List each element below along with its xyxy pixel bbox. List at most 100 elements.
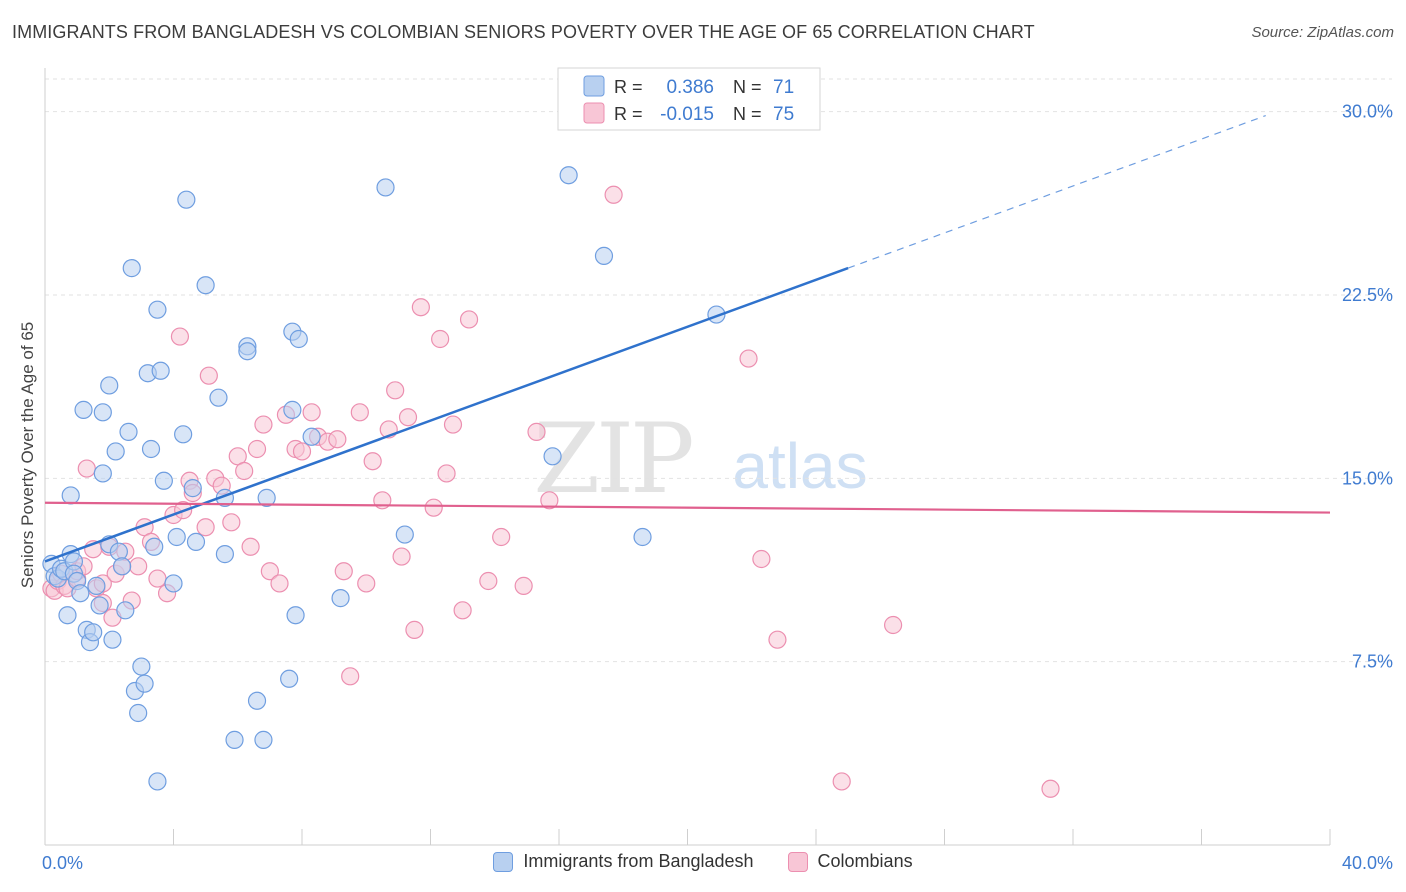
point-bangladesh: [247, 691, 267, 710]
point-colombians: [398, 408, 418, 427]
watermark-atlas: atlas: [732, 430, 867, 502]
source-label: Source: ZipAtlas.com: [1251, 24, 1394, 41]
point-bangladesh: [280, 669, 299, 688]
point-colombians: [222, 513, 241, 532]
point-bangladesh: [135, 674, 154, 693]
legend-label-bangladesh: Immigrants from Bangladesh: [523, 851, 754, 871]
point-colombians: [431, 329, 450, 349]
point-bangladesh: [286, 606, 305, 625]
point-bangladesh: [119, 422, 138, 441]
point-bangladesh: [559, 166, 578, 185]
axes: [44, 68, 1331, 846]
point-colombians: [443, 415, 463, 434]
x-tick-label-max: 40.0%: [1342, 853, 1393, 873]
point-colombians: [357, 574, 376, 593]
legend-swatch-colombians: [787, 851, 808, 872]
y-tick-label: 30.0%: [1342, 102, 1393, 122]
point-bangladesh: [254, 730, 273, 749]
x-tick-label-min: 0.0%: [42, 853, 83, 873]
point-bangladesh: [183, 479, 202, 498]
trendline-bangladesh: [44, 266, 849, 563]
point-colombians: [341, 667, 360, 686]
point-bangladesh: [302, 427, 321, 446]
point-bangladesh: [238, 342, 257, 361]
point-bangladesh: [129, 703, 148, 723]
point-colombians: [527, 422, 546, 441]
y-tick-label: 7.5%: [1352, 652, 1393, 672]
point-bangladesh: [93, 464, 112, 483]
zipatlas-watermark: ZIP atlas: [533, 403, 867, 515]
stats-r-label-colombians: R =: [614, 104, 643, 124]
point-colombians: [453, 601, 472, 620]
point-colombians: [405, 620, 424, 639]
point-bangladesh: [103, 630, 122, 649]
point-bangladesh: [395, 525, 414, 544]
point-colombians: [247, 439, 267, 459]
point-bangladesh: [93, 403, 112, 422]
point-bangladesh: [215, 545, 234, 564]
stats-legend-swatch-bangladesh: [583, 75, 605, 97]
y-tick-labels: 7.5% 15.0% 22.5% 30.0%: [1342, 102, 1393, 672]
point-bangladesh: [164, 574, 183, 593]
point-colombians: [235, 461, 254, 481]
point-colombians: [129, 557, 148, 576]
point-bangladesh: [225, 730, 244, 749]
point-bangladesh: [257, 488, 276, 507]
point-colombians: [386, 381, 405, 400]
point-colombians: [604, 185, 623, 204]
point-colombians: [77, 459, 96, 478]
point-colombians: [199, 366, 218, 385]
point-colombians: [363, 452, 382, 471]
point-bangladesh: [633, 527, 652, 547]
point-colombians: [752, 549, 771, 569]
point-colombians: [459, 310, 479, 329]
point-colombians: [302, 403, 321, 422]
point-bangladesh: [331, 589, 350, 608]
stats-n-label-colombians: N =: [733, 104, 762, 124]
trendline-bangladesh-extension: [847, 115, 1266, 269]
point-bangladesh: [283, 400, 302, 419]
point-bangladesh: [186, 532, 206, 551]
point-bangladesh: [148, 772, 167, 791]
grid-lines: [45, 78, 1392, 663]
point-bangladesh: [74, 400, 93, 419]
point-bangladesh: [58, 606, 77, 625]
stats-legend-swatch-colombians: [583, 102, 605, 124]
point-bangladesh: [61, 486, 80, 505]
trendline-colombians: [44, 501, 1331, 514]
point-colombians: [424, 498, 443, 517]
point-bangladesh: [594, 246, 614, 265]
point-colombians: [739, 349, 758, 368]
point-colombians: [411, 298, 430, 317]
chart-title: IMMIGRANTS FROM BANGLADESH VS COLOMBIAN …: [12, 22, 1035, 42]
point-bangladesh: [141, 439, 161, 459]
point-colombians: [334, 562, 353, 581]
stats-legend: R = 0.386 N = 71 R = -0.015 N = 75: [557, 67, 821, 131]
point-colombians: [883, 615, 903, 635]
point-bangladesh: [71, 584, 90, 603]
point-colombians: [479, 571, 498, 591]
colombians-points: [42, 185, 1060, 798]
point-bangladesh: [167, 527, 186, 547]
point-colombians: [241, 537, 260, 556]
point-colombians: [540, 491, 559, 510]
legend-item-bangladesh[interactable]: Immigrants from Bangladesh: [493, 851, 754, 872]
point-colombians: [492, 527, 511, 547]
point-bangladesh: [100, 376, 119, 395]
legend-item-colombians[interactable]: Colombians: [787, 851, 913, 872]
point-bangladesh: [112, 557, 132, 576]
legend-swatch-bangladesh: [493, 851, 514, 872]
point-colombians: [270, 574, 289, 593]
point-bangladesh: [289, 329, 308, 349]
point-bangladesh: [106, 442, 125, 461]
point-colombians: [196, 518, 215, 537]
point-bangladesh: [174, 425, 193, 444]
stats-r-value-colombians: -0.015: [660, 104, 714, 125]
point-bangladesh: [177, 190, 196, 209]
point-bangladesh: [209, 388, 228, 407]
point-bangladesh: [87, 576, 106, 595]
stats-n-value-colombians: 75: [773, 104, 794, 125]
point-colombians: [292, 442, 312, 461]
point-bangladesh: [116, 601, 135, 620]
